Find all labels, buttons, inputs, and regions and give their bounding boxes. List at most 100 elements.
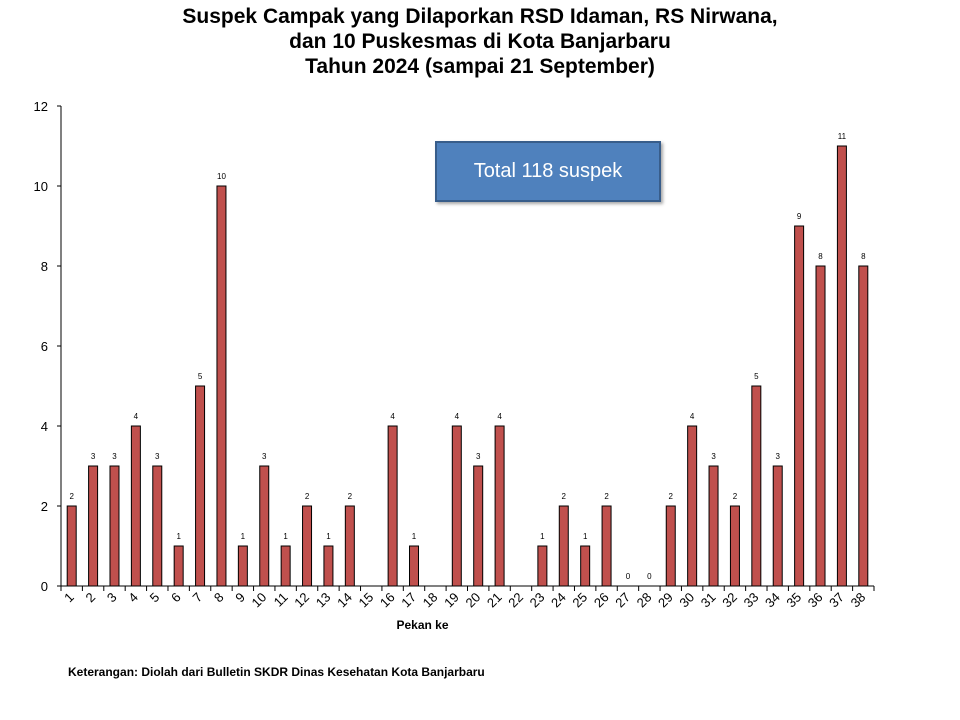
x-tick-label: 26	[591, 590, 612, 611]
x-tick-label: 13	[313, 590, 334, 611]
data-label: 4	[134, 412, 139, 421]
data-label: 2	[305, 492, 310, 501]
x-tick-label: 15	[356, 590, 377, 611]
chart-title-line-1: Suspek Campak yang Dilaporkan RSD Idaman…	[182, 5, 778, 28]
bar	[109, 465, 120, 587]
x-tick-label: 35	[783, 590, 804, 611]
x-tick-label: 37	[826, 590, 847, 611]
data-label: 2	[348, 492, 353, 501]
bar	[751, 385, 762, 587]
data-label: 3	[711, 452, 716, 461]
bar	[130, 425, 141, 587]
x-tick-label: 38	[848, 590, 869, 611]
bar	[451, 425, 462, 587]
data-label: 3	[262, 452, 267, 461]
y-tick-label: 8	[41, 259, 48, 274]
data-label: 2	[733, 492, 738, 501]
bar	[66, 505, 77, 587]
x-tick-label: 31	[698, 590, 719, 611]
data-label: 4	[390, 412, 395, 421]
x-tick-label: 3	[104, 590, 120, 606]
bar	[687, 425, 698, 587]
data-label: 3	[476, 452, 481, 461]
y-tick-label: 12	[34, 99, 48, 114]
x-tick-label: 22	[505, 590, 526, 611]
x-tick-label: 19	[441, 590, 462, 611]
x-tick-label: 10	[249, 590, 270, 611]
data-label: 2	[669, 492, 674, 501]
bar	[601, 505, 612, 587]
x-tick-label: 7	[189, 590, 205, 606]
data-label: 1	[583, 532, 588, 541]
x-tick-label: 12	[291, 590, 312, 611]
data-label: 3	[112, 452, 117, 461]
bar	[494, 425, 505, 587]
y-tick-label: 0	[41, 579, 48, 594]
total-annotation-box: Total 118 suspek	[435, 141, 661, 202]
y-tick-label: 10	[34, 179, 48, 194]
x-tick-label: 25	[569, 590, 590, 611]
data-label: 9	[797, 212, 802, 221]
x-tick-label: 36	[805, 590, 826, 611]
y-tick-label: 2	[41, 499, 48, 514]
data-label: 1	[540, 532, 545, 541]
bar	[729, 505, 740, 587]
x-tick-label: 27	[612, 590, 633, 611]
x-tick-label: 6	[168, 590, 184, 606]
bar	[537, 545, 548, 587]
data-label: 2	[604, 492, 609, 501]
x-tick-label: 1	[61, 590, 77, 606]
data-label: 1	[241, 532, 246, 541]
y-tick-label: 6	[41, 339, 48, 354]
x-tick-label: 34	[762, 590, 783, 611]
x-tick-label: 8	[211, 590, 227, 606]
bar	[580, 545, 591, 587]
data-label: 3	[775, 452, 780, 461]
x-tick-label: 24	[548, 590, 569, 611]
x-tick-label: 2	[82, 590, 98, 606]
bar	[387, 425, 398, 587]
bar	[558, 505, 569, 587]
bar	[815, 265, 826, 587]
total-annotation-label: Total 118 suspek	[473, 160, 623, 182]
x-tick-label: 29	[655, 590, 676, 611]
bar	[152, 465, 163, 587]
x-tick-label: 14	[334, 590, 355, 611]
bar	[836, 145, 847, 587]
bar	[858, 265, 869, 587]
chart-title-line-2: dan 10 Puskesmas di Kota Banjarbaru	[289, 30, 671, 53]
bar	[259, 465, 270, 587]
x-tick-label: 21	[484, 590, 505, 611]
y-tick-label: 4	[41, 419, 48, 434]
x-tick-label: 5	[147, 590, 163, 606]
data-label: 1	[412, 532, 417, 541]
x-axis-title: Pekan ke	[396, 618, 449, 632]
data-label: 1	[176, 532, 181, 541]
bar	[323, 545, 334, 587]
x-tick-label: 18	[420, 590, 441, 611]
data-label: 11	[838, 132, 847, 141]
data-label: 0	[626, 572, 631, 581]
data-label: 4	[455, 412, 460, 421]
data-label: 3	[91, 452, 96, 461]
data-label: 1	[326, 532, 331, 541]
x-tick-label: 11	[271, 590, 291, 610]
x-tick-label: 23	[527, 590, 548, 611]
data-label: 4	[497, 412, 502, 421]
bar	[88, 465, 99, 587]
x-tick-label: 33	[741, 590, 762, 611]
data-label: 2	[562, 492, 567, 501]
bar	[665, 505, 676, 587]
data-label: 8	[861, 252, 866, 261]
data-label: 4	[690, 412, 695, 421]
bar	[772, 465, 783, 587]
data-label: 2	[69, 492, 74, 501]
x-tick-label: 20	[462, 590, 483, 611]
x-tick-label: 30	[676, 590, 697, 611]
bar	[409, 545, 420, 587]
footer-note: Keterangan: Diolah dari Bulletin SKDR Di…	[68, 665, 485, 679]
bar	[473, 465, 484, 587]
bar	[280, 545, 291, 587]
bar	[708, 465, 719, 587]
